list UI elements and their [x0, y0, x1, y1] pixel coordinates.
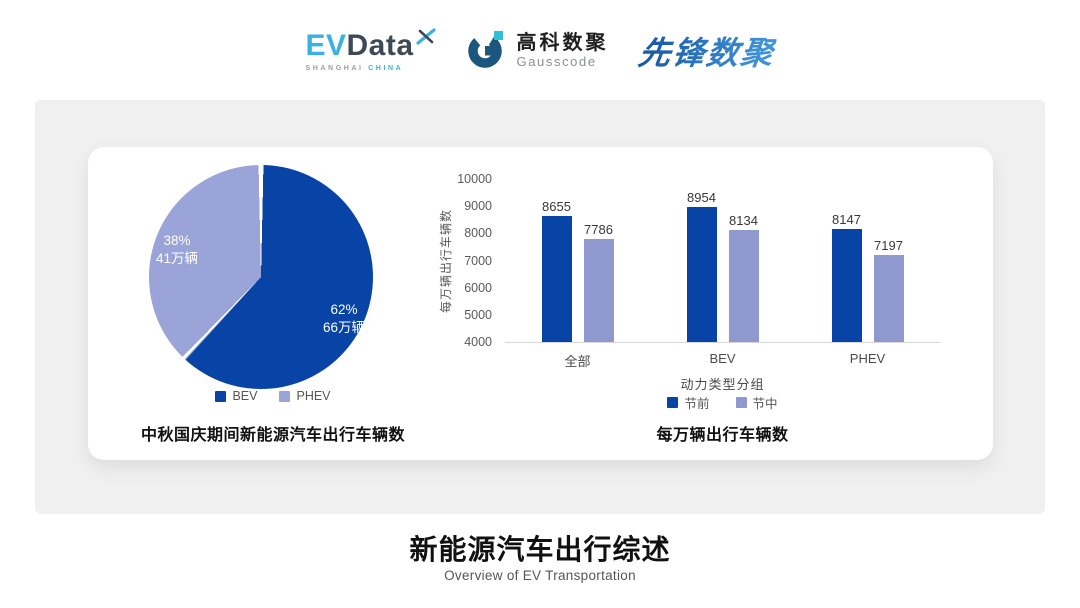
bar-value-label: 8134: [729, 212, 758, 228]
gausscode-logo: 高科数聚 Gausscode: [466, 28, 609, 75]
pie-legend: BEV PHEV: [88, 389, 458, 403]
bar-legend: 节前 节中: [505, 393, 940, 412]
bar-value-label: 8954: [687, 190, 716, 206]
page-subtitle: Overview of EV Transportation: [444, 568, 636, 583]
evdata-logo: EV Data SHANGHAI CHINA: [305, 27, 436, 72]
y-tick-label: 6000: [464, 280, 492, 295]
bar-yticks: 10000 9000 8000 7000 6000 5000 4000: [442, 147, 492, 367]
bar-value-label: 8655: [542, 198, 571, 214]
x-tick-label-BEV: BEV: [709, 351, 736, 366]
pie-legend-item-phev: PHEV: [279, 389, 331, 403]
evdata-subtitle: SHANGHAI CHINA: [305, 65, 435, 72]
evdata-shanghai-text: SHANGHAI: [305, 64, 364, 72]
page-title: 新能源汽车出行综述: [409, 534, 671, 565]
bar-chart-title: 每万辆出行车辆数: [656, 427, 789, 444]
evdata-data-text: Data: [346, 28, 414, 62]
bar-plot-area: 8655 7786 8954 8134 8147 7197: [505, 180, 940, 343]
x-tick-label-PHEV: PHEV: [849, 351, 886, 366]
bar-节前-PHEV: 8147: [831, 212, 862, 342]
bar-节前-全部: 8655: [541, 199, 572, 342]
evdata-wordmark: EV Data: [305, 27, 436, 62]
bar-xticks: 全部 BEV PHEV: [505, 351, 940, 370]
bar-value-label: 7786: [584, 222, 613, 238]
pie-label-phev-value: 41万辆: [155, 251, 199, 267]
pie-label-bev-pct: 62%: [330, 302, 358, 317]
y-tick-label: 4000: [464, 335, 492, 349]
bar-节前-BEV: 8954: [686, 190, 717, 342]
pie-legend-phev-label: PHEV: [296, 389, 331, 403]
charts-card: 38% 41万辆 62% 66万辆 BEV PHEV 中秋国庆期间新能源汽车出行…: [88, 147, 993, 460]
pie-chart: [149, 165, 373, 389]
evdata-ev-text: EV: [305, 28, 347, 62]
y-tick-label: 9000: [464, 199, 492, 214]
evdata-x-icon: [415, 27, 436, 51]
pre-holiday-swatch-icon: [667, 397, 679, 408]
gausscode-en-text: Gausscode: [516, 54, 597, 70]
pie-legend-bev-label: BEV: [232, 389, 258, 403]
gausscode-g-icon: [466, 28, 508, 75]
bar-legend-mid-label: 节中: [752, 397, 778, 411]
bar-节中-全部: 7786: [583, 222, 614, 342]
mid-holiday-swatch-icon: [735, 397, 747, 408]
bar-legend-item-mid: 节中: [735, 393, 778, 412]
bar-group-BEV: 8954 8134: [650, 180, 795, 342]
y-tick-label: 10000: [457, 172, 492, 186]
pioneer-logo: 先锋数聚: [635, 28, 777, 74]
bar-legend-pre-label: 节前: [684, 397, 710, 411]
pie-legend-item-bev: BEV: [215, 389, 257, 403]
bev-swatch-icon: [215, 390, 227, 402]
bar-xlabel: 动力类型分组: [680, 377, 765, 392]
header: EV Data SHANGHAI CHINA: [0, 20, 1080, 82]
bar-group-全部: 8655 7786: [505, 180, 650, 342]
bar-value-label: 7197: [874, 238, 903, 254]
bar-节中-BEV: 8134: [728, 213, 759, 342]
x-tick-label-全部: 全部: [564, 354, 591, 369]
evdata-china-text: CHINA: [368, 64, 404, 72]
bar-legend-item-pre: 节前: [667, 393, 710, 412]
y-tick-label: 8000: [464, 226, 492, 241]
gausscode-text: 高科数聚 Gausscode: [517, 32, 609, 69]
pie-label-bev: 62% 66万辆: [289, 301, 399, 337]
pie-label-bev-value: 66万辆: [322, 320, 366, 336]
y-tick-label: 7000: [464, 253, 492, 268]
bar-group-PHEV: 8147 7197: [795, 180, 940, 342]
phev-swatch-icon: [279, 390, 291, 402]
bar-节中-PHEV: 7197: [873, 238, 904, 342]
gausscode-cn-text: 高科数聚: [516, 32, 609, 55]
y-tick-label: 5000: [464, 307, 492, 322]
pie-chart-title: 中秋国庆期间新能源汽车出行车辆数: [140, 427, 405, 444]
pie-label-phev-pct: 38%: [163, 233, 191, 248]
pie-label-phev: 38% 41万辆: [122, 232, 232, 268]
bar-value-label: 8147: [832, 212, 861, 228]
